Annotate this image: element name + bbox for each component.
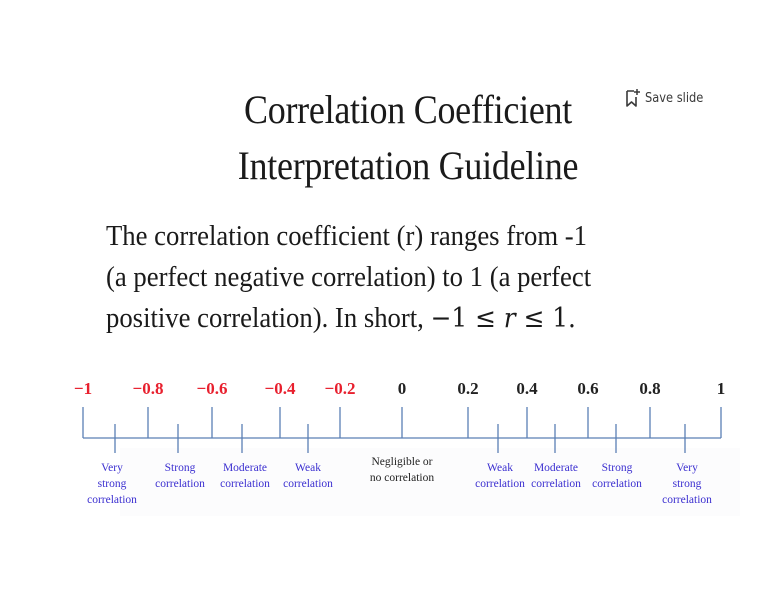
inequality: −1 ≤ r ≤ 1.	[430, 303, 576, 334]
band-label: Weak correlation	[475, 462, 525, 490]
body-line-3-text: positive correlation). In short,	[106, 302, 431, 334]
tick-label: 0.6	[577, 379, 599, 398]
diagram-label-background	[120, 448, 740, 516]
band-label: Very strong correlation	[87, 462, 137, 506]
tick-label: 0.4	[516, 379, 538, 398]
tick-label: −0.4	[264, 379, 296, 398]
title-line-1: Correlation Coefficient	[243, 87, 573, 132]
tick-label: 0.2	[457, 379, 479, 398]
save-slide-button[interactable]: Save slide	[625, 87, 711, 109]
tick-label: −0.2	[324, 379, 356, 398]
tick-label: −1	[73, 379, 93, 398]
body-paragraph: The correlation coefficient (r) ranges f…	[106, 216, 621, 339]
band-label: Strong correlation	[155, 462, 205, 490]
bookmark-plus-icon	[626, 89, 640, 107]
save-slide-label: Save slide	[645, 90, 704, 106]
band-label: Moderate correlation	[220, 462, 270, 490]
band-label: Strong correlation	[592, 462, 642, 490]
body-line-1: The correlation coefficient (r) ranges f…	[106, 220, 588, 252]
title-line-2: Interpretation Guideline	[237, 143, 579, 188]
tick-label: −0.8	[132, 379, 164, 398]
tick-label: −0.6	[196, 379, 228, 398]
tick-label: 1	[716, 379, 726, 398]
band-label: Negligible or no correlation	[369, 456, 435, 484]
slide-title: Correlation Coefficient Interpretation G…	[176, 82, 640, 194]
body-line-2: (a perfect negative correlation) to 1 (a…	[106, 261, 592, 293]
band-label: Very strong correlation	[662, 462, 712, 506]
tick-label: 0.8	[639, 379, 661, 398]
tick-label: 0	[397, 379, 407, 398]
band-label: Moderate correlation	[531, 462, 581, 490]
band-label: Weak correlation	[283, 462, 333, 490]
body-line-3: positive correlation). In short, −1 ≤ r …	[106, 298, 621, 339]
